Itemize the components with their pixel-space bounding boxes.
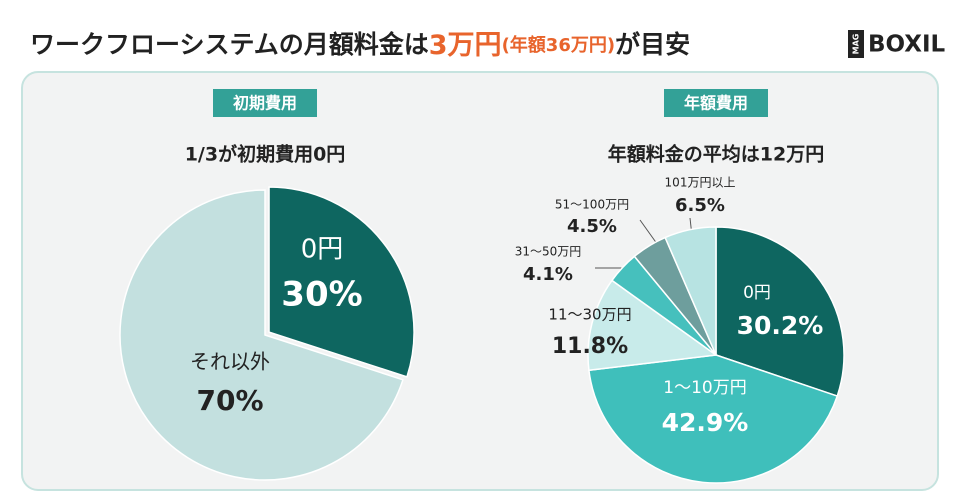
title-highlight: 3万円 bbox=[429, 30, 502, 61]
slice-value: 30.2% bbox=[737, 311, 824, 340]
slice-category: 11～30万円 bbox=[548, 306, 631, 324]
title-lead: ワークフローシステムの月額料金は bbox=[30, 30, 429, 59]
pie-slice bbox=[587, 279, 719, 372]
logo-box bbox=[848, 30, 864, 58]
slice-value: 30% bbox=[281, 275, 362, 315]
slice-value: 70% bbox=[196, 384, 263, 417]
slice-category: 51～100万円 bbox=[555, 198, 629, 212]
slice-value: 4.1% bbox=[523, 264, 573, 285]
slice-value: 6.5% bbox=[675, 195, 725, 216]
slice-category: 0円 bbox=[743, 283, 771, 303]
pie-slice bbox=[664, 226, 717, 356]
pie-slice bbox=[119, 189, 404, 481]
tag-badge bbox=[664, 89, 768, 117]
title-tail: が目安 bbox=[615, 30, 690, 59]
logo: BOXIL bbox=[868, 32, 946, 58]
logo-small: MAG bbox=[852, 34, 861, 55]
page-title: ワークフローシステムの月額料金は3万円(年額36万円)が目安 bbox=[30, 30, 690, 61]
slice-category: 1～10万円 bbox=[663, 378, 746, 398]
pie-slice bbox=[588, 354, 839, 484]
title-note: (年額36万円) bbox=[502, 34, 616, 56]
tag-label: 年額費用 bbox=[684, 94, 748, 113]
slice-category: 0円 bbox=[301, 235, 344, 265]
slice-category: それ以外 bbox=[190, 350, 270, 374]
pie-slice bbox=[715, 226, 845, 398]
tag-badge bbox=[213, 89, 317, 117]
chart-title: 年額料金の平均は12万円 bbox=[608, 143, 824, 166]
slice-value: 11.8% bbox=[552, 334, 628, 359]
slice-value: 4.5% bbox=[567, 216, 617, 237]
slice-category: 101万円以上 bbox=[665, 176, 736, 190]
pie-slice bbox=[268, 186, 415, 378]
slice-value: 42.9% bbox=[662, 408, 749, 437]
slice-category: 31～50万円 bbox=[515, 245, 582, 259]
tag-label: 初期費用 bbox=[233, 94, 297, 113]
chart-title: 1/3が初期費用0円 bbox=[185, 143, 346, 166]
